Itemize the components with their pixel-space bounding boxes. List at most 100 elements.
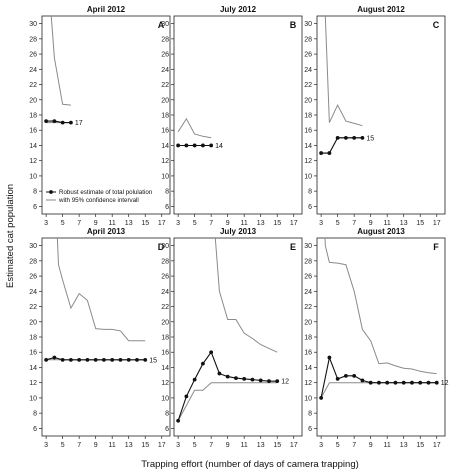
legend-estimate-point — [49, 190, 53, 194]
panel-f: August 2013 F 3 5 7 9 11 13 15 17 6 8 10 12 14 16 18 20 22… — [304, 227, 449, 449]
y-tick-label: 28 — [304, 36, 312, 43]
panel-frame — [316, 15, 446, 215]
panel-title: August 2012 — [357, 5, 405, 14]
panel-letter: F — [433, 242, 439, 252]
panel-title: July 2012 — [220, 5, 257, 14]
upper-ci-line — [324, 238, 437, 375]
estimate-point — [93, 357, 98, 362]
x-tick-label: 17 — [433, 442, 441, 449]
y-tick-label: 18 — [304, 335, 312, 342]
y-tick-label: 10 — [304, 395, 312, 402]
y-tick-label: 14 — [161, 143, 169, 150]
y-tick-label: 28 — [29, 258, 37, 265]
y-tick-label: 12 — [304, 380, 312, 387]
y-tick-label: 14 — [161, 365, 169, 372]
panel-plot-area — [44, 238, 148, 362]
x-tick-label: 11 — [241, 220, 248, 227]
y-tick-label: 28 — [29, 36, 37, 43]
y-tick-label: 8 — [33, 189, 37, 196]
estimate-point — [77, 357, 82, 362]
estimate-point — [234, 376, 238, 381]
x-tick-label: 3 — [44, 442, 48, 449]
upper-ci-line — [50, 16, 71, 106]
end-value-label: 17 — [75, 120, 83, 127]
panel-letter: D — [158, 242, 165, 252]
end-value-label: 12 — [441, 380, 449, 387]
estimate-point — [327, 151, 332, 155]
y-tick-label: 30 — [29, 21, 37, 28]
y-tick-label: 22 — [161, 82, 169, 89]
y-tick-label: 12 — [161, 380, 169, 387]
y-tick-label: 26 — [29, 274, 37, 281]
legend-ci-label: with 95% confidence intervall — [58, 197, 139, 204]
y-tick-label: 22 — [304, 304, 312, 311]
y-tick-label: 26 — [161, 52, 169, 59]
x-tick-label: 13 — [400, 442, 408, 449]
estimate-line — [177, 351, 278, 421]
x-tick-label: 5 — [336, 442, 340, 449]
y-tick-label: 22 — [304, 82, 312, 89]
panel-frame — [41, 237, 171, 437]
estimate-point — [335, 135, 340, 140]
estimate-point — [360, 378, 365, 383]
y-tick-label: 16 — [29, 128, 37, 135]
x-tick-label: 13 — [257, 220, 265, 227]
y-tick-label: 20 — [161, 97, 169, 104]
estimate-point — [225, 374, 230, 379]
y-tick-label: 24 — [304, 67, 312, 74]
x-tick-label: 9 — [369, 220, 373, 227]
x-tick-label: 9 — [369, 442, 373, 449]
y-tick-label: 24 — [29, 67, 37, 74]
estimate-line — [46, 120, 71, 124]
x-tick-label: 7 — [77, 442, 81, 449]
estimate-point — [192, 143, 197, 148]
panel-title: July 2013 — [220, 227, 257, 236]
estimate-point — [385, 380, 390, 385]
panel-frame — [173, 15, 303, 215]
estimate-point — [44, 119, 49, 123]
y-tick-label: 16 — [304, 350, 312, 357]
y-tick-label: 12 — [161, 158, 169, 165]
y-tick-label: 24 — [29, 289, 37, 296]
panel-letter: A — [158, 20, 165, 30]
upper-ci-line — [214, 238, 278, 353]
x-tick-label: 13 — [257, 442, 265, 449]
end-value-label: 14 — [215, 143, 223, 150]
estimate-point — [335, 376, 340, 381]
panel-letter: B — [290, 20, 297, 30]
y-tick-label: 14 — [304, 143, 312, 150]
x-tick-label: 11 — [384, 220, 391, 227]
x-tick-label: 9 — [94, 220, 98, 227]
x-tick-label: 15 — [273, 220, 281, 227]
estimate-point — [110, 357, 115, 362]
y-tick-label: 20 — [161, 319, 169, 326]
panel-title: April 2012 — [87, 5, 126, 14]
y-tick-label: 8 — [165, 189, 169, 196]
x-tick-label: 5 — [193, 220, 197, 227]
x-tick-label: 17 — [158, 220, 166, 227]
y-tick-label: 14 — [29, 143, 37, 150]
y-tick-label: 30 — [161, 243, 169, 250]
y-tick-label: 14 — [29, 365, 37, 372]
y-tick-label: 10 — [304, 173, 312, 180]
estimate-point — [242, 376, 247, 381]
lower-ci-line — [177, 382, 278, 422]
estimate-point — [344, 135, 348, 140]
estimate-point — [209, 143, 214, 148]
y-tick-label: 26 — [304, 274, 312, 281]
upper-ci-line — [56, 238, 146, 342]
estimate-point — [60, 357, 65, 362]
estimate-point — [209, 350, 214, 355]
y-tick-label: 24 — [161, 289, 169, 296]
x-tick-label: 13 — [125, 220, 133, 227]
y-tick-label: 18 — [29, 113, 37, 120]
estimate-point — [275, 379, 280, 384]
panel-c: August 2012 C 3 5 7 9 11 13 15 17 6 8 10 12 14 16 18 20 22… — [304, 5, 446, 227]
y-tick-label: 28 — [161, 258, 169, 265]
estimate-point — [258, 378, 263, 383]
estimate-point — [327, 355, 332, 360]
estimate-point — [201, 361, 205, 366]
x-tick-label: 17 — [433, 220, 441, 227]
y-tick-label: 10 — [161, 173, 169, 180]
y-tick-label: 8 — [308, 189, 312, 196]
